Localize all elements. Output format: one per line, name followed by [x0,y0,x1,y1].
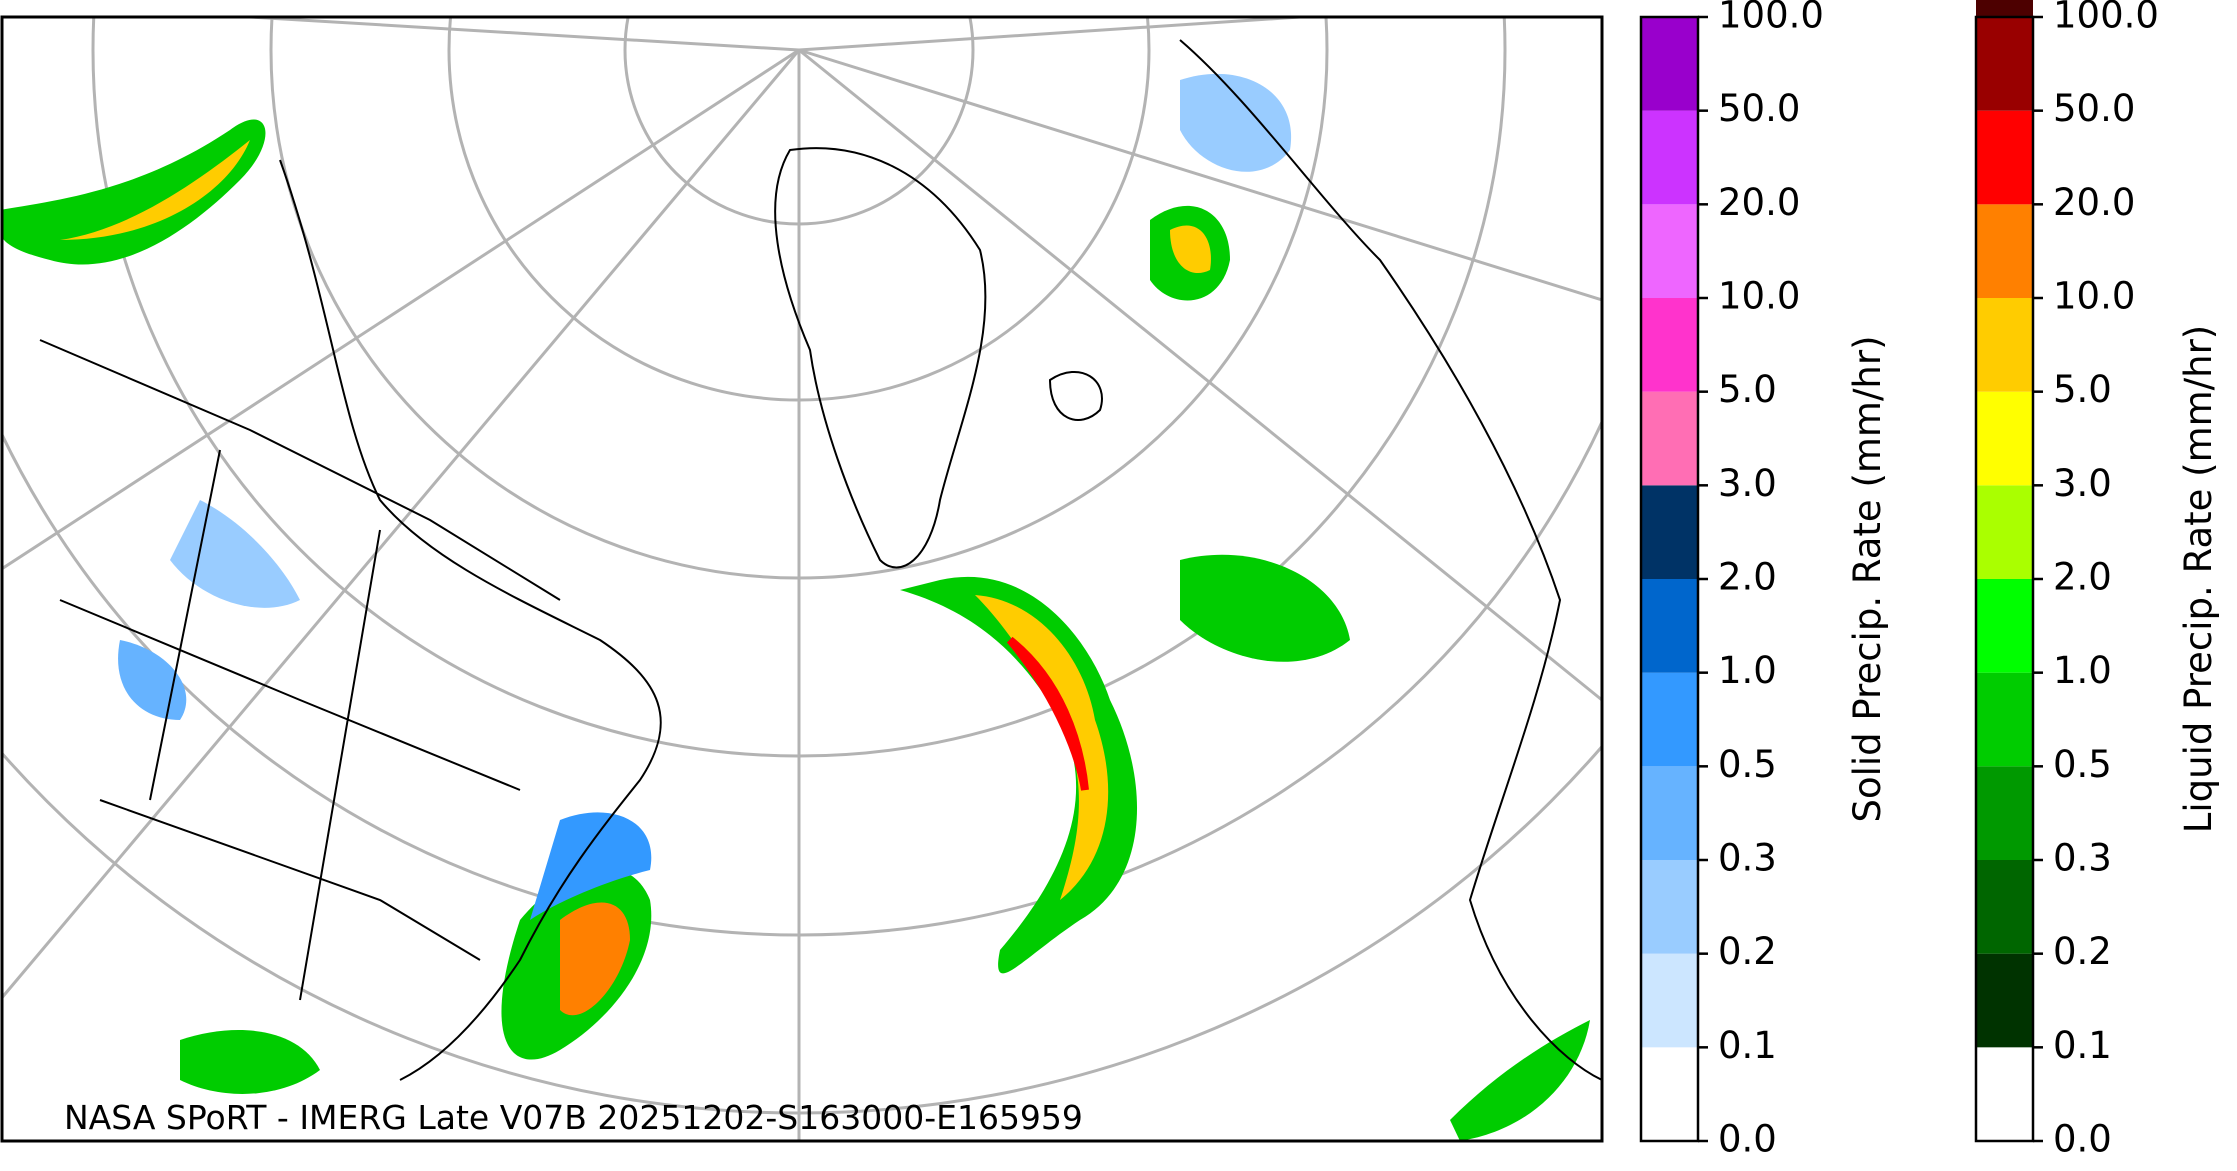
color-segment [1641,391,1698,486]
color-segment [1641,672,1698,767]
tick-label: 2.0 [1718,556,1777,599]
color-segment [1641,17,1698,111]
tick-label: 0.2 [1718,930,1777,973]
tick-label: 3.0 [2053,462,2112,505]
color-segment [1976,485,2033,579]
color-segment [1976,672,2033,767]
map: NASA SPoRT - IMERG Late V07B 20251202-S1… [2,17,1602,1141]
tick-label: 20.0 [2053,181,2135,224]
tick-label: 1.0 [2053,649,2112,692]
tick-label: 0.5 [2053,743,2112,786]
colorbar-label: Solid Precip. Rate (mm/hr) [1846,335,1889,822]
tick-label: 5.0 [2053,368,2112,411]
color-segment [1641,860,1698,954]
tick-label: 10.0 [1718,275,1800,318]
coastlines [39,39,1602,1081]
color-segment [1641,1047,1698,1141]
color-segment [1641,110,1698,205]
tick-label: 0.3 [2053,837,2112,880]
color-segment [1641,485,1698,579]
tick-label: 0.1 [1718,1024,1777,1067]
colorbar-label: Liquid Precip. Rate (mm/hr) [2177,325,2220,834]
color-segment [1976,579,2033,673]
tick-label: 100.0 [2053,0,2159,37]
tick-label: 0.0 [2053,1118,2112,1161]
color-segment [1976,860,2033,954]
tick-label: 50.0 [1718,87,1800,130]
color-segment [1641,766,1698,860]
color-segment [1976,110,2033,205]
tick-label: 0.2 [2053,930,2112,973]
color-segment [1976,17,2033,111]
tick-label: 1.0 [1718,649,1777,692]
colorbars: 0.0 0.1 0.2 0.3 0.5 1.0 2.0 3.0 5.0 10.0 20.0 50.0 1… [1639,0,2220,1161]
tick-label: 10.0 [2053,275,2135,318]
map-frame [0,15,1604,1143]
tick-label: 3.0 [1718,462,1777,505]
color-segment [1641,298,1698,392]
tick-label: 0.1 [2053,1024,2112,1067]
color-segment [1976,1047,2033,1141]
tick-label: 2.0 [2053,556,2112,599]
tick-label: 100.0 [1718,0,1824,37]
precipitation [2,73,1590,1141]
tick-label: 5.0 [1718,368,1777,411]
color-segment [1641,204,1698,298]
tick-label: 50.0 [2053,87,2135,130]
color-segment [1641,953,1698,1048]
tick-label: 0.3 [1718,837,1777,880]
color-segment [1976,0,2033,17]
color-segment [1976,204,2033,298]
tick-label: 0.5 [1718,743,1777,786]
color-segment [1976,298,2033,392]
tick-label: 20.0 [1718,181,1800,224]
graticule [2,17,1602,1141]
color-segment [1976,391,2033,486]
color-segment [1641,579,1698,673]
color-segment [1976,953,2033,1048]
color-segment [1976,766,2033,860]
caption: NASA SPoRT - IMERG Late V07B 20251202-S1… [64,1098,1083,1137]
tick-label: 0.0 [1718,1118,1777,1161]
